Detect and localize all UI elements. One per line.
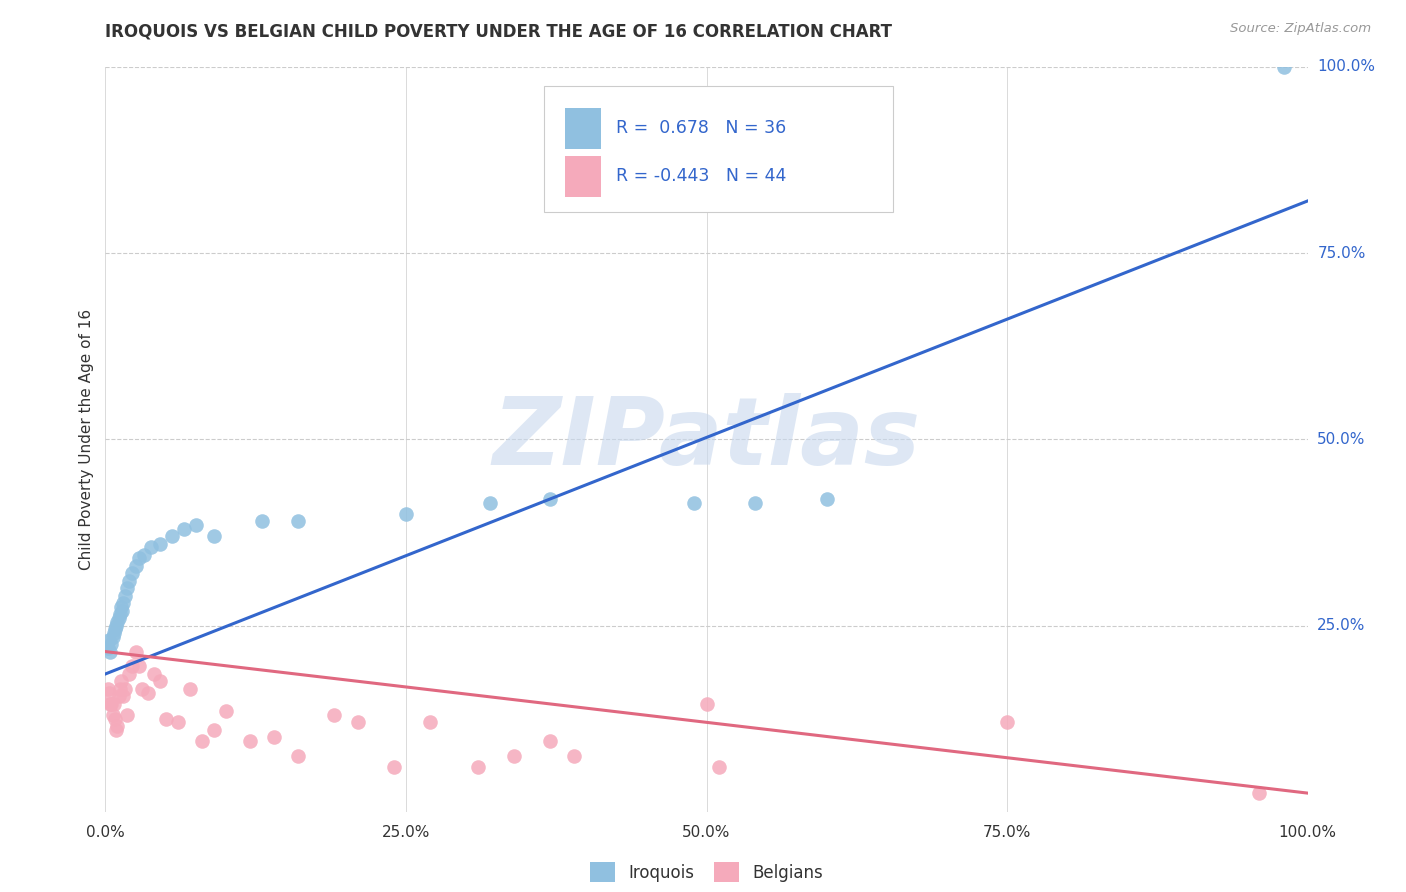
Point — [142, 667, 165, 681]
Point — [395, 507, 418, 521]
Point — [128, 551, 150, 566]
Text: R =  0.678   N = 36: R = 0.678 N = 36 — [616, 119, 786, 137]
Point — [124, 644, 146, 658]
Point — [744, 495, 766, 509]
Point — [110, 599, 132, 614]
Point — [101, 707, 124, 722]
Text: 100.0%: 100.0% — [1317, 60, 1375, 74]
Point — [101, 630, 124, 644]
Text: R = -0.443   N = 44: R = -0.443 N = 44 — [616, 168, 787, 186]
Point — [347, 715, 370, 730]
Point — [100, 697, 122, 711]
Point — [815, 491, 838, 506]
Point — [263, 730, 285, 744]
Point — [121, 566, 143, 581]
Point — [166, 715, 188, 730]
Point — [114, 589, 136, 603]
Point — [1272, 60, 1295, 74]
Point — [104, 712, 127, 726]
FancyBboxPatch shape — [544, 86, 893, 212]
Point — [107, 690, 129, 704]
Point — [97, 681, 120, 696]
Point — [467, 760, 489, 774]
Point — [503, 748, 526, 763]
Point — [538, 491, 561, 506]
Y-axis label: Child Poverty Under the Age of 16: Child Poverty Under the Age of 16 — [79, 309, 94, 570]
Point — [115, 582, 138, 596]
Point — [214, 704, 236, 718]
Text: Source: ZipAtlas.com: Source: ZipAtlas.com — [1230, 22, 1371, 36]
Point — [114, 681, 136, 696]
Point — [707, 760, 730, 774]
Point — [995, 715, 1018, 730]
Point — [118, 667, 141, 681]
Point — [97, 640, 120, 655]
Legend: Iroquois, Belgians: Iroquois, Belgians — [583, 855, 830, 889]
Point — [100, 637, 122, 651]
Point — [112, 690, 135, 704]
Point — [111, 604, 134, 618]
Point — [136, 685, 159, 699]
Point — [287, 514, 309, 528]
Text: ZIPatlas: ZIPatlas — [492, 393, 921, 485]
Point — [121, 659, 143, 673]
Point — [98, 697, 121, 711]
Point — [139, 541, 162, 555]
Point — [112, 596, 135, 610]
Point — [103, 626, 125, 640]
Point — [103, 697, 125, 711]
Point — [479, 495, 502, 509]
Point — [250, 514, 273, 528]
Point — [173, 522, 195, 536]
Point — [132, 548, 155, 562]
Point — [160, 529, 183, 543]
Point — [124, 558, 146, 573]
Point — [98, 644, 121, 658]
Point — [239, 734, 262, 748]
Point — [107, 611, 129, 625]
Point — [98, 685, 121, 699]
Point — [110, 674, 132, 689]
Text: 25.0%: 25.0% — [1317, 618, 1365, 633]
Text: IROQUOIS VS BELGIAN CHILD POVERTY UNDER THE AGE OF 16 CORRELATION CHART: IROQUOIS VS BELGIAN CHILD POVERTY UNDER … — [105, 22, 893, 40]
Point — [696, 697, 718, 711]
Point — [202, 529, 225, 543]
Point — [382, 760, 405, 774]
Point — [98, 633, 121, 648]
Point — [105, 723, 128, 737]
Point — [683, 495, 706, 509]
Point — [148, 674, 170, 689]
Point — [322, 707, 344, 722]
Text: 50.0%: 50.0% — [1317, 432, 1365, 447]
Point — [419, 715, 441, 730]
Point — [131, 681, 153, 696]
Point — [118, 574, 141, 588]
Point — [155, 712, 177, 726]
Point — [104, 622, 127, 636]
Point — [287, 748, 309, 763]
Point — [148, 536, 170, 550]
Text: 75.0%: 75.0% — [1317, 245, 1365, 260]
Point — [562, 748, 585, 763]
Point — [107, 719, 129, 733]
Point — [190, 734, 212, 748]
Point — [202, 723, 225, 737]
Point — [128, 659, 150, 673]
Point — [538, 734, 561, 748]
Point — [179, 681, 201, 696]
Point — [107, 615, 129, 629]
Point — [108, 607, 131, 622]
Point — [1249, 786, 1271, 800]
Point — [115, 707, 138, 722]
Point — [184, 518, 207, 533]
FancyBboxPatch shape — [565, 156, 600, 197]
Point — [105, 618, 128, 632]
Point — [108, 681, 131, 696]
FancyBboxPatch shape — [565, 108, 600, 149]
